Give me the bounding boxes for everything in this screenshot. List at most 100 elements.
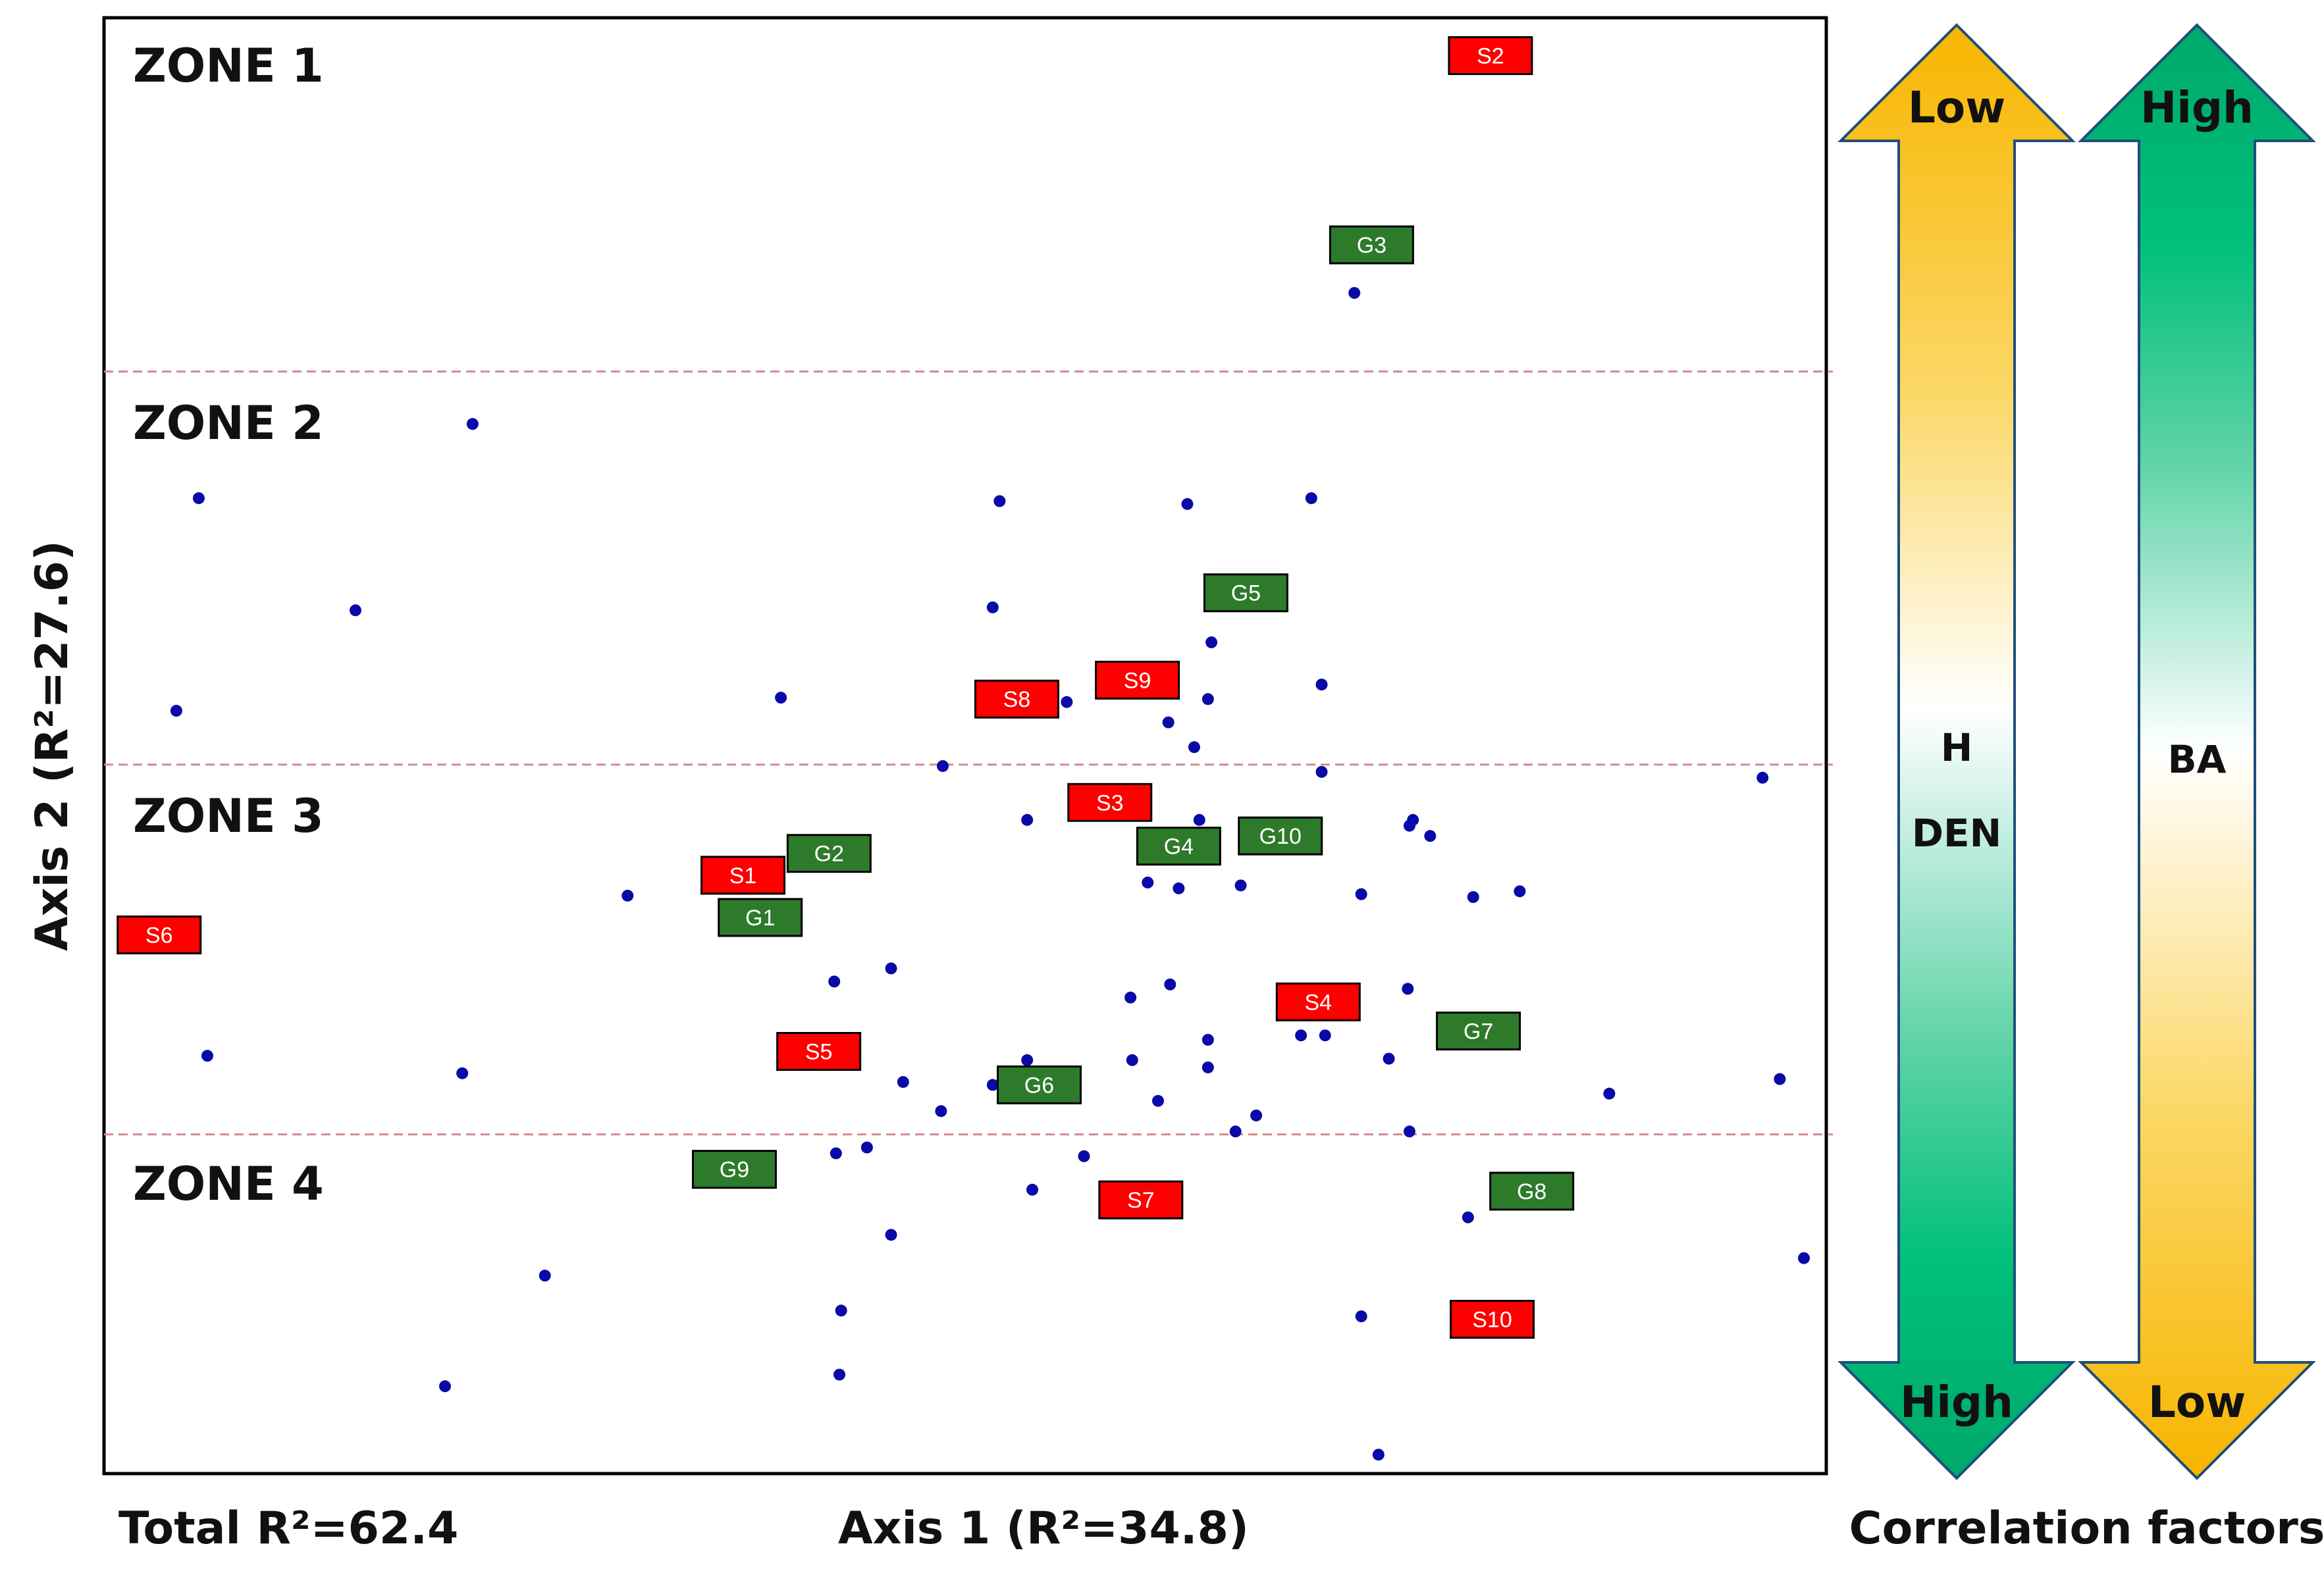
data-point-38 bbox=[456, 1067, 469, 1079]
svg-text:S1: S1 bbox=[729, 863, 757, 889]
data-point-55 bbox=[860, 1141, 873, 1154]
arrow-1-factor-h: H bbox=[1941, 725, 1973, 770]
data-point-39 bbox=[1021, 1054, 1034, 1066]
data-point-12 bbox=[775, 692, 787, 704]
point-label-g6: G6 bbox=[996, 1065, 1082, 1104]
arrow-basal-area: High Low BA bbox=[2078, 23, 2316, 1480]
data-point-13 bbox=[1061, 696, 1073, 708]
point-label-g1: G1 bbox=[718, 898, 803, 937]
zone-1-label: ZONE 1 bbox=[133, 39, 324, 93]
data-point-36 bbox=[1402, 983, 1414, 995]
zone-boundaries bbox=[104, 371, 1833, 1136]
data-point-27 bbox=[1234, 879, 1247, 892]
svg-text:S8: S8 bbox=[1003, 687, 1031, 712]
data-point-54 bbox=[1774, 1073, 1786, 1085]
svg-text:S2: S2 bbox=[1477, 44, 1504, 69]
data-point-43 bbox=[1126, 1054, 1138, 1066]
data-point-16 bbox=[1188, 741, 1200, 754]
point-label-s7: S7 bbox=[1098, 1180, 1184, 1220]
y-axis-title: Axis 2 (R²=27.6) bbox=[26, 540, 78, 951]
svg-text:G6: G6 bbox=[1024, 1073, 1054, 1098]
data-point-59 bbox=[1462, 1211, 1474, 1223]
data-point-66 bbox=[833, 1368, 846, 1381]
data-point-57 bbox=[1078, 1150, 1090, 1162]
data-point-30 bbox=[1514, 885, 1526, 898]
data-point-3 bbox=[192, 492, 205, 504]
arrow-2-factor-ba: BA bbox=[2167, 737, 2226, 782]
data-point-41 bbox=[1295, 1029, 1307, 1042]
data-point-45 bbox=[1383, 1052, 1395, 1065]
data-point-33 bbox=[885, 962, 897, 975]
svg-text:G2: G2 bbox=[814, 842, 844, 867]
data-point-26 bbox=[1173, 882, 1185, 894]
svg-text:G1: G1 bbox=[745, 906, 775, 931]
x-axis-title: Axis 1 (R²=34.8) bbox=[838, 1503, 1249, 1555]
data-point-9 bbox=[986, 601, 999, 613]
point-label-g10: G10 bbox=[1238, 816, 1323, 856]
arrow-1-factor-den: DEN bbox=[1912, 811, 2001, 856]
point-label-s4: S4 bbox=[1275, 982, 1361, 1021]
svg-text:S5: S5 bbox=[805, 1040, 833, 1065]
point-label-g7: G7 bbox=[1436, 1012, 1521, 1051]
zone-2-label: ZONE 2 bbox=[133, 396, 324, 450]
data-points bbox=[170, 287, 1810, 1461]
point-label-s3: S3 bbox=[1067, 783, 1153, 822]
data-point-24 bbox=[1424, 830, 1437, 842]
svg-text:G8: G8 bbox=[1517, 1179, 1546, 1204]
data-point-18 bbox=[1315, 765, 1328, 778]
point-label-g5: G5 bbox=[1203, 573, 1288, 613]
data-point-37 bbox=[201, 1050, 213, 1062]
data-point-2 bbox=[466, 418, 479, 430]
data-point-63 bbox=[1355, 1310, 1367, 1323]
point-label-g4: G4 bbox=[1136, 827, 1221, 866]
point-label-s6: S6 bbox=[117, 915, 202, 955]
data-point-19 bbox=[1756, 771, 1769, 784]
data-point-58 bbox=[1026, 1183, 1039, 1196]
arrow-1-bottom-label: High bbox=[1900, 1377, 2013, 1428]
data-point-46 bbox=[897, 1075, 909, 1088]
point-label-s2: S2 bbox=[1448, 36, 1533, 76]
data-point-1 bbox=[1348, 287, 1361, 299]
data-point-61 bbox=[539, 1270, 551, 1282]
svg-text:S9: S9 bbox=[1124, 668, 1151, 693]
data-point-4 bbox=[349, 604, 361, 617]
data-point-8 bbox=[1305, 492, 1317, 504]
plot-frame bbox=[102, 16, 1828, 1476]
arrow-height-density: Low High H DEN bbox=[1837, 23, 2076, 1480]
point-label-g3: G3 bbox=[1329, 225, 1414, 265]
data-point-29 bbox=[1467, 891, 1479, 904]
data-point-40 bbox=[1202, 1033, 1214, 1046]
svg-text:G4: G4 bbox=[1164, 835, 1194, 860]
data-point-50 bbox=[1250, 1109, 1263, 1121]
data-point-52 bbox=[1403, 1125, 1415, 1138]
data-point-65 bbox=[438, 1380, 451, 1393]
data-point-48 bbox=[1151, 1095, 1164, 1107]
data-point-32 bbox=[828, 975, 841, 988]
data-point-21 bbox=[1193, 813, 1205, 826]
zone-3-label: ZONE 3 bbox=[133, 789, 324, 843]
svg-text:G9: G9 bbox=[720, 1158, 749, 1183]
point-label-s1: S1 bbox=[700, 856, 786, 895]
point-label-s10: S10 bbox=[1449, 1300, 1535, 1339]
data-point-11 bbox=[1315, 679, 1328, 691]
zone-labels: ZONE 1 ZONE 2 ZONE 3 ZONE 4 bbox=[133, 39, 324, 1211]
svg-text:S3: S3 bbox=[1096, 790, 1124, 815]
arrow-1-top-label: Low bbox=[1908, 82, 2005, 133]
point-labels: S2 G3 G5 S9 S8 S3 G10 G4 G2 S1 G1 S6 S4 G7 S5 G6 G9 G8 S7 S… bbox=[117, 36, 1575, 1339]
point-label-s5: S5 bbox=[776, 1032, 862, 1071]
data-point-15 bbox=[1162, 716, 1175, 729]
arrow-2-top-label: High bbox=[2140, 82, 2254, 133]
zone-4-label: ZONE 4 bbox=[133, 1157, 324, 1211]
data-point-23 bbox=[1407, 813, 1419, 826]
point-label-g8: G8 bbox=[1489, 1172, 1575, 1211]
arrow-2-bottom-label: Low bbox=[2148, 1377, 2246, 1428]
svg-text:G3: G3 bbox=[1357, 233, 1386, 258]
svg-text:S4: S4 bbox=[1304, 990, 1332, 1015]
data-point-28 bbox=[1355, 888, 1367, 900]
data-point-17 bbox=[936, 760, 949, 772]
data-point-47 bbox=[986, 1079, 999, 1091]
svg-text:S7: S7 bbox=[1127, 1188, 1155, 1213]
point-label-s9: S9 bbox=[1095, 660, 1180, 700]
data-point-60 bbox=[885, 1229, 897, 1241]
